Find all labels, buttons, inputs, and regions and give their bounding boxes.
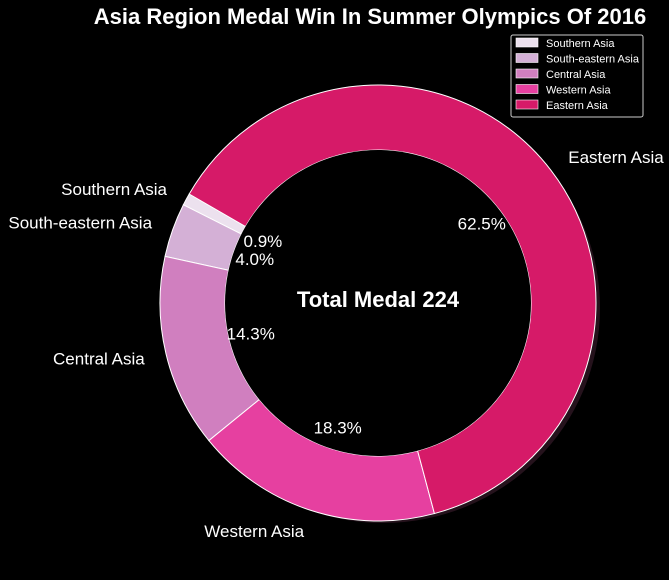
legend-swatch — [515, 68, 539, 79]
legend-label: Eastern Asia — [546, 100, 609, 112]
percent-label: 0.9% — [244, 232, 283, 251]
legend-swatch — [515, 99, 539, 110]
percent-labels: 0.9%4.0% 14.3% 18.3% 62.5% — [227, 214, 506, 437]
donut-hole — [225, 150, 531, 456]
slice-label: Central Asia — [53, 349, 145, 368]
slice-label: Western Asia — [204, 522, 304, 541]
legend-swatch — [515, 53, 539, 63]
percent-label: 14.3% — [227, 324, 275, 343]
legend-swatch — [515, 84, 539, 94]
percent-label: 62.5% — [458, 214, 506, 233]
chart-title: Asia Region Medal Win In Summer Olympics… — [94, 4, 646, 29]
legend-label: Western Asia — [546, 85, 611, 97]
slice-label: Southern Asia — [61, 180, 167, 199]
percent-label: 18.3% — [314, 418, 362, 437]
slice-label: South-eastern Asia — [8, 214, 152, 233]
legend-swatch — [515, 37, 539, 48]
legend-label: Southern Asia — [546, 38, 615, 50]
center-total-label: Total Medal 224 — [297, 287, 460, 312]
legend-label: Central Asia — [546, 69, 606, 81]
legend: Southern Asia South-eastern Asia Central A… — [510, 34, 644, 118]
legend-label: South-eastern Asia — [546, 54, 640, 66]
legend-box — [510, 34, 644, 118]
slice-labels: Southern Asia South-eastern Asia Central A… — [8, 148, 664, 541]
percent-label: 4.0% — [235, 250, 274, 269]
donut-slices — [159, 84, 597, 522]
slice-label: Eastern Asia — [568, 148, 664, 167]
